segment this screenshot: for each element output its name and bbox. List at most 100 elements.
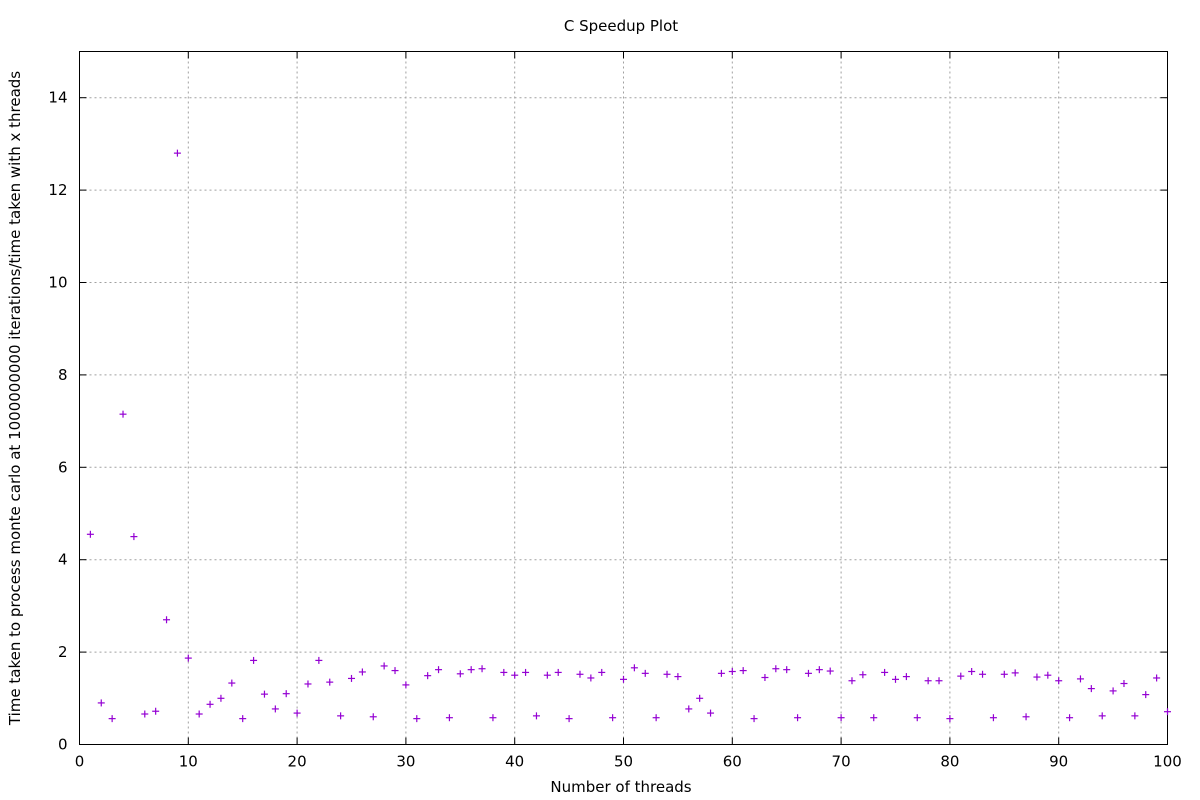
y-tick-label: 4 [58,551,68,569]
data-point [739,667,747,675]
data-point [1033,673,1041,681]
data-point [511,671,519,679]
x-tick-label: 50 [614,753,633,771]
data-point [369,713,377,721]
data-point [271,705,279,713]
y-tick-label: 2 [58,643,68,661]
data-point [543,671,551,679]
data-point [794,714,802,722]
data-point [652,714,660,722]
y-tick-label: 14 [48,89,67,107]
x-tick-label: 30 [396,753,415,771]
y-axis-label: Time taken to process monte carlo at 100… [6,71,24,726]
x-tick-label: 10 [179,753,198,771]
x-tick-label: 80 [940,753,959,771]
data-point [1153,674,1161,682]
x-tick-labels: 0 10 20 30 40 50 60 70 80 90 100 [75,753,1182,771]
data-point [892,675,899,683]
x-tick-label: 60 [723,753,742,771]
data-point [86,530,94,538]
data-point [445,714,453,722]
x-tick-label: 70 [832,753,851,771]
data-point [630,664,638,672]
data-point [946,715,954,723]
data-point [239,715,247,723]
data-point [1087,685,1095,693]
data-point [141,710,149,718]
data-point [119,410,127,418]
data-point [1098,712,1106,720]
data-point [228,679,236,687]
data-point [293,709,301,717]
data-point [957,672,965,680]
data-point [478,665,486,673]
data-point [1120,680,1128,688]
data-point [250,656,258,664]
grid-lines [79,51,1168,745]
data-point [881,668,889,676]
data-point [761,674,769,682]
data-point [826,667,834,675]
data-point [924,677,932,685]
data-point [315,656,323,664]
data-point [435,666,443,674]
data-point [402,681,410,689]
data-point [598,668,606,676]
data-point [913,714,921,722]
data-point [152,707,160,715]
data-point [609,714,617,722]
data-point [97,699,105,707]
data-point [413,715,421,723]
y-tick-label: 6 [58,458,68,476]
data-point [837,714,845,722]
data-point [500,668,508,676]
data-point [750,715,758,723]
y-tick-labels: 0 2 4 6 8 10 12 14 [48,89,67,754]
data-point [641,669,649,677]
data-point [576,670,584,678]
x-tick-label: 100 [1153,753,1182,771]
data-point [206,700,214,708]
x-tick-label: 90 [1049,753,1068,771]
data-point [804,669,812,677]
data-point [522,668,530,676]
data-point [968,668,976,676]
data-point [1142,691,1150,699]
data-point [870,714,878,722]
data-point [815,666,823,674]
data-point [620,675,627,683]
data-point [1076,675,1084,683]
data-point [163,616,171,624]
data-point [979,670,987,678]
data-point [696,694,704,702]
data-point [565,715,573,723]
data-point [707,709,715,717]
data-point [989,714,997,722]
data-point [358,668,366,676]
data-point [554,668,562,676]
chart-title: C Speedup Plot [564,17,678,35]
data-point [772,665,780,673]
y-tick-label: 0 [58,736,68,754]
data-point [859,671,867,679]
x-tick-label: 40 [505,753,524,771]
axis-ticks [79,51,1168,745]
data-point [337,712,345,720]
data-point [1022,713,1030,721]
data-point [260,690,268,698]
data-point [184,654,192,662]
data-point [1011,669,1019,677]
data-point [663,670,671,678]
data-point [1055,677,1063,685]
y-tick-label: 10 [48,274,67,292]
data-point [326,678,334,686]
data-point [587,674,595,682]
data-point [1066,714,1074,722]
data-point [130,533,138,541]
data-point [217,694,225,702]
data-point [532,712,540,720]
x-tick-label: 20 [288,753,307,771]
data-point [467,666,475,674]
x-tick-label: 0 [75,753,85,771]
data-point [1000,670,1008,678]
